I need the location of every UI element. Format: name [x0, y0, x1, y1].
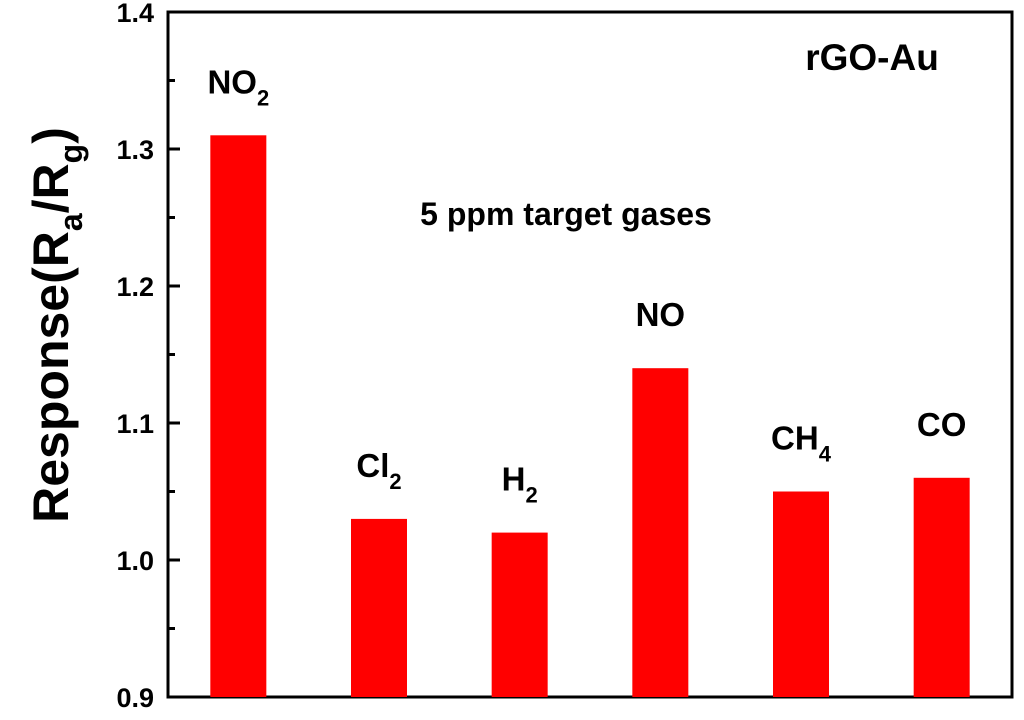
y-tick-label: 1.2	[116, 272, 154, 302]
plot-axes: 0.9 1.0 1.1 1.2 1.3 1.4	[116, 0, 1014, 713]
bar-label-subscript: 2	[525, 483, 537, 508]
y-tick-label: 1.3	[116, 135, 154, 165]
bar-label: NO2	[207, 63, 269, 110]
bar-label: NO	[636, 296, 686, 333]
legend-text: rGO-Au	[805, 37, 939, 78]
y-axis-label-part: Response(R	[23, 231, 79, 523]
y-axis-label-subscript: g	[53, 144, 89, 164]
annotation-text: 5 ppm target gases	[420, 196, 712, 232]
y-axis-label-part: /R	[23, 163, 79, 213]
bar	[913, 477, 970, 697]
bar-label-text: Cl	[356, 447, 389, 484]
y-tick-label: 0.9	[116, 683, 154, 713]
bar-label: CH4	[771, 420, 832, 467]
y-axis-label-subscript: a	[53, 213, 89, 231]
bar-label-text: H	[502, 461, 526, 498]
bar	[210, 135, 267, 698]
y-tick-label: 1.0	[116, 546, 154, 576]
y-tick-label: 1.1	[116, 409, 154, 439]
bar	[773, 491, 829, 697]
y-axis-label-part: )	[23, 127, 79, 144]
bar-label-subscript: 2	[257, 85, 269, 110]
bar	[632, 368, 689, 697]
bar-label: Cl2	[356, 447, 401, 494]
bar-label: CO	[917, 406, 967, 443]
bar	[491, 532, 548, 697]
bar-label-subscript: 2	[389, 469, 401, 494]
bars-group	[210, 135, 970, 698]
bar-label-text: NO	[636, 296, 686, 333]
y-tick-label: 1.4	[116, 0, 154, 28]
bar-label-text: CH	[771, 420, 819, 457]
plot-frame	[166, 10, 1014, 699]
bar-label-text: CO	[917, 406, 967, 443]
bar-label-subscript: 4	[819, 442, 832, 467]
bar	[351, 518, 407, 697]
y-axis-label: Response(Ra/Rg)	[23, 127, 89, 523]
bar-label-text: NO	[207, 63, 257, 100]
bar-label: H2	[502, 461, 538, 508]
